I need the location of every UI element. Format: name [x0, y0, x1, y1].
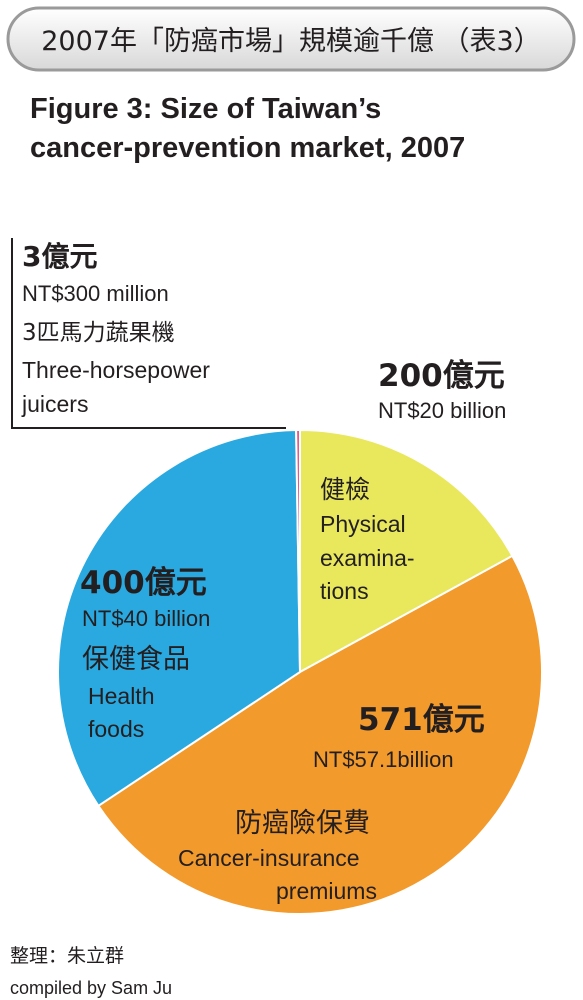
pie-slice	[57, 429, 302, 808]
subtitle: cancer-prevention market, 2007	[30, 132, 465, 164]
value-label-en: NT$20 billion	[378, 398, 506, 423]
category-label-en: Three-horsepower	[22, 357, 210, 383]
category-label-en: tions	[320, 578, 369, 604]
category-label-en: foods	[88, 716, 144, 742]
subtitle: Figure 3: Size of Taiwan’s	[30, 93, 381, 125]
category-label-en: premiums	[276, 878, 377, 904]
category-label: 保健食品	[82, 644, 190, 675]
value-label: 200億元	[378, 358, 505, 394]
value-label: 400億元	[80, 565, 207, 601]
source-en: compiled by Sam Ju	[10, 978, 172, 998]
pie-slice	[96, 554, 543, 915]
category-label: 防癌險保費	[235, 808, 370, 839]
chart-title: 2007年「防癌市場」規模逾千億 （表3）	[41, 26, 540, 57]
category-label-en: examina-	[320, 545, 415, 571]
source: 整理：朱立群	[10, 945, 124, 967]
leader-line	[11, 238, 286, 429]
pie-slice	[295, 428, 301, 673]
category-label-en: juicers	[21, 391, 88, 417]
value-label-en: NT$300 million	[22, 281, 169, 306]
value-label: 3億元	[22, 240, 97, 273]
category-label-en: Cancer-insurance	[178, 845, 360, 871]
category-label-en: Physical	[320, 511, 406, 537]
category-label: 健檢	[320, 475, 370, 504]
category-label: 3匹馬力蔬果機	[22, 320, 175, 346]
pie-slice	[299, 428, 514, 674]
pie	[57, 428, 543, 915]
category-label-en: Health	[88, 683, 154, 709]
value-label-en: NT$40 billion	[82, 606, 210, 631]
value-label: 571億元	[358, 702, 485, 738]
title-box	[6, 6, 576, 72]
value-label-en: NT$57.1billion	[313, 747, 454, 772]
